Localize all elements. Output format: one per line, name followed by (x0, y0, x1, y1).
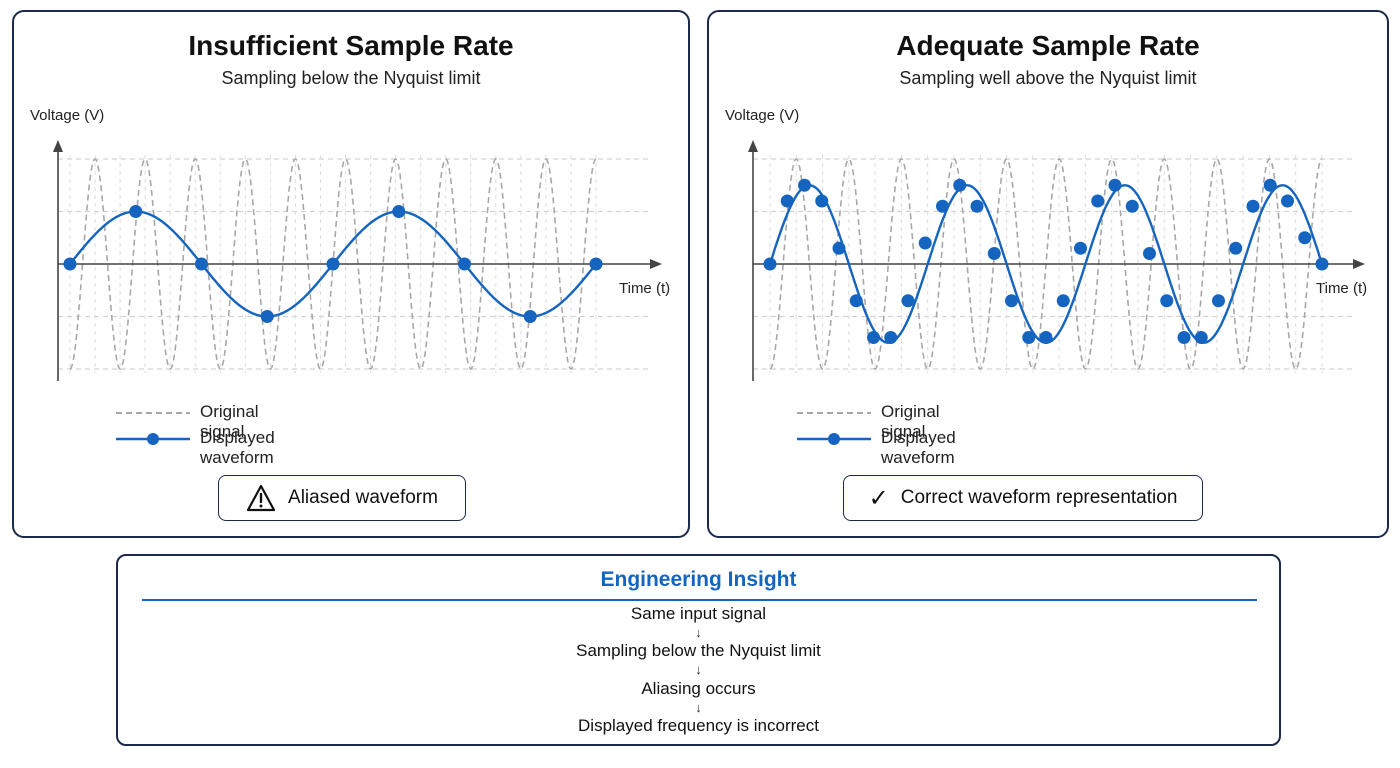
panel-title: Adequate Sample Rate (896, 30, 1200, 61)
sample-point (63, 257, 77, 271)
panel-subtitle: Sampling below the Nyquist limit (221, 68, 481, 88)
sample-point (849, 294, 863, 308)
legend-label: Original signal (200, 402, 259, 441)
sample-point (1263, 178, 1277, 192)
sample-point (392, 205, 406, 218)
sample-point (1143, 247, 1156, 260)
legend-marker-line-icon (116, 433, 190, 445)
sample-point (901, 294, 915, 308)
sample-point (832, 241, 846, 255)
legend-label: Displayed waveform (881, 428, 956, 467)
sample-point (1125, 199, 1139, 213)
sample-point (953, 178, 967, 192)
sample-point (1160, 294, 1174, 308)
sample-point (523, 310, 537, 323)
sample-point (1246, 199, 1260, 213)
flow-step-3: Aliasing occurs (641, 679, 756, 698)
legend-dashed-line-icon (797, 412, 871, 414)
sample-point (780, 194, 794, 208)
sample-point (1315, 257, 1329, 271)
sample-point (987, 247, 1001, 260)
down-arrow-icon: ↓ (695, 662, 702, 677)
down-arrow-icon: ↓ (695, 700, 702, 715)
sample-point (1056, 294, 1070, 308)
sample-point (1005, 294, 1018, 308)
engineering-insight-box: Engineering Insight Same input signal ↓ … (116, 554, 1281, 746)
sample-point (195, 257, 208, 271)
status-label: Aliased waveform (288, 487, 438, 508)
sample-point (129, 205, 143, 218)
sample-point (815, 194, 829, 208)
y-axis-label: Voltage (V) (725, 107, 800, 124)
sample-point (1212, 294, 1225, 308)
sample-point (936, 199, 949, 213)
sample-point (884, 331, 898, 344)
sample-point (1039, 331, 1053, 344)
sample-point (326, 257, 340, 271)
sample-point (1074, 241, 1087, 255)
insight-title: Engineering Insight (600, 568, 797, 591)
warning-icon (246, 484, 276, 512)
x-axis-arrow (1353, 259, 1365, 269)
y-axis-arrow (53, 140, 63, 152)
chart-insufficient (53, 140, 662, 381)
flow-step-1: Same input signal (630, 604, 767, 623)
x-axis-arrow (650, 259, 662, 269)
x-axis-label: Time (t) (619, 280, 671, 297)
insight-divider (142, 599, 1257, 601)
sample-point (798, 178, 811, 192)
panel-subtitle: Sampling well above the Nyquist limit (899, 68, 1197, 88)
sample-point (1022, 331, 1036, 344)
sample-point (589, 257, 603, 271)
sample-point (1194, 331, 1208, 344)
sample-point (867, 331, 880, 344)
status-badge-aliased: Aliased waveform (218, 475, 466, 521)
chart-adequate (748, 140, 1365, 381)
legend-dashed-line-icon (116, 412, 190, 414)
sample-point (918, 236, 932, 250)
sample-point (763, 257, 777, 271)
status-label: Correct waveform representation (900, 487, 1178, 508)
sample-point (1298, 231, 1312, 245)
sample-point (458, 257, 471, 271)
sample-point (970, 199, 984, 213)
legend-label: Original signal (881, 402, 940, 441)
x-axis-label: Time (t) (1316, 280, 1368, 297)
legend-label: Displayed waveform (200, 428, 275, 467)
panel-insufficient-sample-rate: Insufficient Sample Rate Sampling below … (12, 10, 690, 538)
sample-point (1281, 194, 1294, 208)
panel-adequate-sample-rate: Adequate Sample Rate Sampling well above… (707, 10, 1389, 538)
checkmark-icon: ✓ (868, 484, 889, 512)
y-axis-arrow (748, 140, 758, 152)
flow-step-2: Sampling below the Nyquist limit (576, 641, 821, 660)
down-arrow-icon: ↓ (695, 625, 702, 640)
sample-point (1108, 178, 1122, 192)
status-badge-correct: ✓ Correct waveform representation (843, 475, 1203, 521)
y-axis-label: Voltage (V) (30, 107, 105, 124)
sample-point (260, 310, 274, 323)
sample-point (1177, 331, 1191, 344)
panel-title: Insufficient Sample Rate (188, 30, 514, 61)
flow-step-4: Displayed frequency is incorrect (578, 716, 819, 735)
legend-marker-line-icon (797, 433, 871, 445)
sample-point (1091, 194, 1105, 208)
sample-point (1229, 241, 1243, 255)
